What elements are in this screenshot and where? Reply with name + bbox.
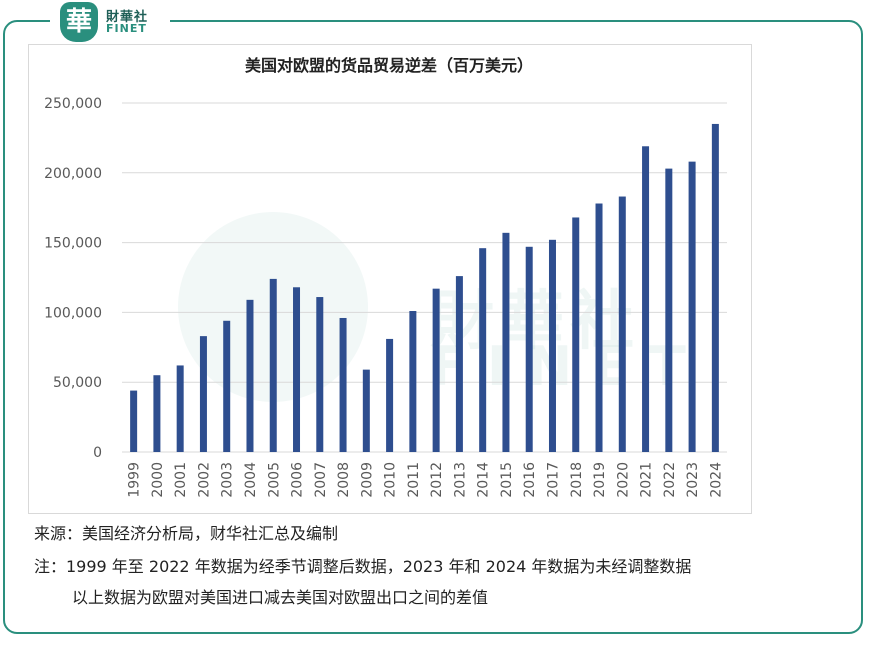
footnote-1: 注：1999 年至 2022 年数据为经季节调整后数据，2023 年和 2024… bbox=[34, 557, 692, 576]
x-tick-label: 2008 bbox=[336, 462, 352, 498]
logo-english-text: FINET bbox=[106, 22, 147, 35]
bar-1999 bbox=[130, 390, 138, 452]
x-tick-label: 2019 bbox=[592, 462, 608, 498]
x-tick-label: 2000 bbox=[150, 462, 166, 498]
x-tick-label: 1999 bbox=[127, 462, 143, 498]
y-tick-label: 200,000 bbox=[44, 166, 102, 182]
bar-2007 bbox=[316, 297, 324, 452]
x-tick-label: 2001 bbox=[173, 462, 189, 498]
bar-2002 bbox=[199, 336, 207, 452]
x-tick-label: 2016 bbox=[522, 462, 538, 498]
x-tick-label: 2004 bbox=[243, 462, 259, 498]
y-tick-label: 250,000 bbox=[44, 96, 102, 112]
bar-2006 bbox=[293, 287, 301, 452]
bar-2024 bbox=[711, 123, 719, 452]
bar-2020 bbox=[618, 196, 626, 452]
bar-2001 bbox=[176, 365, 184, 452]
bar-2022 bbox=[665, 168, 673, 452]
bar-2012 bbox=[432, 288, 440, 452]
x-tick-label: 2011 bbox=[406, 462, 422, 498]
x-tick-label: 2015 bbox=[499, 462, 515, 498]
bar-2023 bbox=[688, 161, 696, 452]
footnote-2: 以上数据为欧盟对美国进口减去美国对欧盟出口之间的差值 bbox=[72, 588, 489, 607]
x-tick-label: 2020 bbox=[615, 462, 631, 498]
logo-chinese-text: 財華社 bbox=[106, 10, 149, 25]
x-tick-label: 2006 bbox=[290, 462, 306, 498]
x-tick-label: 2005 bbox=[266, 462, 282, 498]
bar-2017 bbox=[548, 239, 556, 452]
x-tick-label: 2010 bbox=[383, 462, 399, 498]
bar-2008 bbox=[339, 317, 347, 452]
y-tick-label: 150,000 bbox=[44, 236, 102, 252]
y-tick-label: 100,000 bbox=[44, 305, 102, 321]
bar-2014 bbox=[479, 248, 487, 452]
x-tick-label: 2018 bbox=[569, 462, 585, 498]
chart-title: 美国对欧盟的货品贸易逆差（百万美元） bbox=[244, 56, 533, 75]
source-note: 来源：美国经济分析局，财华社汇总及编制 bbox=[34, 524, 339, 543]
x-tick-label: 2007 bbox=[313, 462, 329, 498]
x-tick-label: 2017 bbox=[545, 462, 561, 498]
bar-2015 bbox=[502, 232, 510, 452]
x-tick-label: 2023 bbox=[685, 462, 701, 498]
bar-2021 bbox=[642, 146, 650, 452]
y-tick-label: 50,000 bbox=[53, 375, 102, 391]
bar-2004 bbox=[246, 299, 254, 452]
bar-2016 bbox=[525, 246, 533, 452]
x-tick-label: 2013 bbox=[452, 462, 468, 498]
x-tick-label: 2002 bbox=[196, 462, 212, 498]
logo-mark: 華 bbox=[60, 2, 98, 42]
x-tick-label: 2014 bbox=[476, 462, 492, 498]
x-tick-label: 2024 bbox=[708, 462, 724, 498]
bar-2009 bbox=[362, 369, 370, 452]
x-tick-label: 2022 bbox=[662, 462, 678, 498]
bar-2011 bbox=[409, 311, 417, 452]
y-tick-label: 0 bbox=[93, 445, 102, 461]
bar-2005 bbox=[269, 278, 277, 452]
bar-2000 bbox=[153, 375, 161, 452]
bar-2010 bbox=[386, 338, 394, 452]
x-tick-label: 2003 bbox=[220, 462, 236, 498]
bar-2018 bbox=[572, 217, 580, 452]
bar-2013 bbox=[455, 276, 463, 452]
x-tick-label: 2012 bbox=[429, 462, 445, 498]
x-tick-label: 2021 bbox=[639, 462, 655, 498]
x-tick-label: 2009 bbox=[359, 462, 375, 498]
bar-2003 bbox=[223, 320, 231, 452]
bar-2019 bbox=[595, 203, 603, 452]
finet-logo: 華 財華社 FINET bbox=[50, 0, 170, 44]
